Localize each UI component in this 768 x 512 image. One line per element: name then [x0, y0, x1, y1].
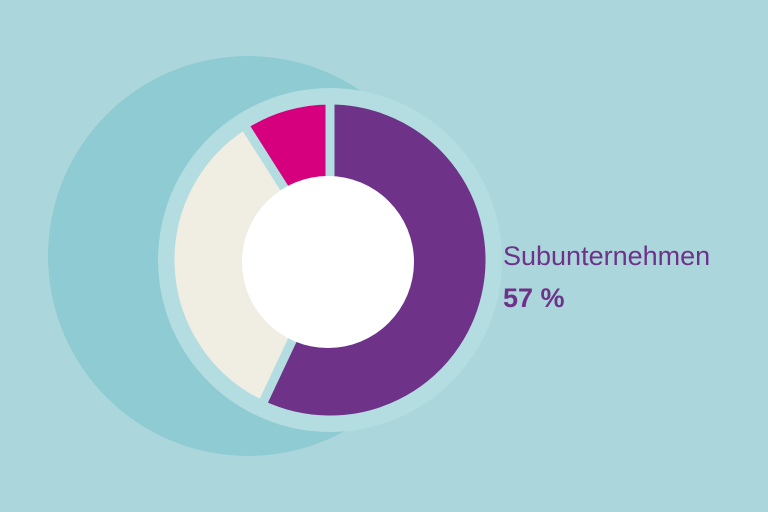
segment-value-label: 57 %: [503, 283, 565, 313]
segment-label: Subunternehmen: [503, 241, 710, 271]
donut-hole: [242, 176, 414, 348]
